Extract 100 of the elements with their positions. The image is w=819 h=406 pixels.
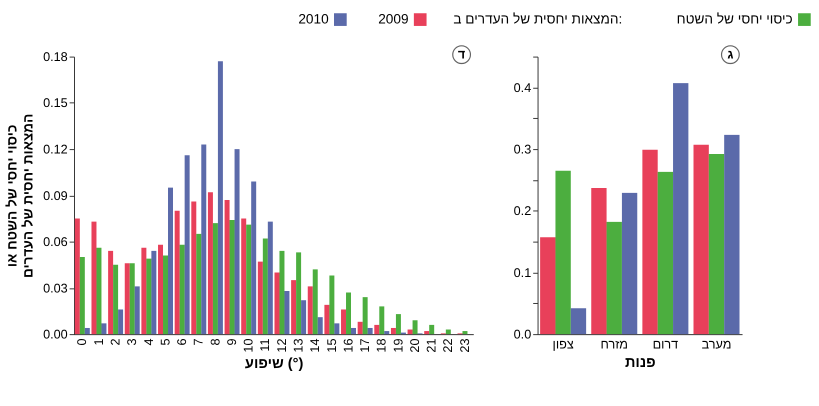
bar xyxy=(101,323,106,334)
x-tick-label: 1 xyxy=(92,338,106,346)
bar xyxy=(446,330,451,334)
bar xyxy=(246,224,252,334)
x-tick-label: 5 xyxy=(158,338,172,346)
bar xyxy=(251,181,256,334)
bar xyxy=(158,244,164,334)
y-tick-label: 0.3 xyxy=(514,142,532,156)
y-tick-label: 0.18 xyxy=(43,50,68,64)
bar xyxy=(291,280,296,334)
bar xyxy=(379,306,384,334)
x-axis-title: פנות xyxy=(624,354,656,371)
bar xyxy=(570,308,586,334)
x-tick-label: 13 xyxy=(292,338,306,353)
x-tick-label: 19 xyxy=(391,338,406,353)
bar xyxy=(208,192,213,334)
bar xyxy=(658,172,674,334)
x-tick-label: 10 xyxy=(242,338,256,353)
bar xyxy=(358,322,363,334)
bar xyxy=(80,257,85,334)
bar xyxy=(318,317,323,334)
bar xyxy=(334,323,340,334)
y-tick-label: 0.09 xyxy=(43,188,68,203)
bar xyxy=(540,237,556,334)
x-tick-label: 14 xyxy=(308,338,322,353)
bar xyxy=(84,328,90,334)
bar xyxy=(296,252,302,334)
bar xyxy=(622,192,638,334)
x-tick-label: 16 xyxy=(341,338,356,353)
bar xyxy=(390,328,396,334)
bar xyxy=(324,304,330,334)
bar xyxy=(284,290,290,334)
bar xyxy=(368,328,373,334)
x-tick-label: 8 xyxy=(208,338,222,346)
bar xyxy=(184,155,190,334)
x-tick-label: 9 xyxy=(224,338,239,346)
bar xyxy=(108,250,114,334)
bar xyxy=(312,269,318,334)
bar xyxy=(412,320,418,334)
bar xyxy=(201,144,206,334)
legend-label: 2010 xyxy=(298,11,330,26)
x-tick-label: צפון xyxy=(552,337,574,352)
bar xyxy=(308,286,313,334)
legend-title: המצאות יחסית של העדרים ב: xyxy=(453,11,622,26)
bar xyxy=(341,309,346,334)
chart-title: ד xyxy=(458,48,466,62)
y-tick-label: 0.06 xyxy=(43,235,68,250)
y-tick-label: 0.0 xyxy=(514,328,532,342)
x-tick-label: 3 xyxy=(125,338,140,346)
x-tick-label: 20 xyxy=(408,338,422,353)
bar xyxy=(96,248,102,334)
bar xyxy=(708,154,724,334)
bar xyxy=(230,220,235,334)
bar xyxy=(429,324,434,334)
bar xyxy=(279,250,284,334)
bar xyxy=(351,328,356,334)
bar xyxy=(346,292,352,334)
bar xyxy=(74,218,80,334)
x-tick-label: 18 xyxy=(374,338,389,353)
bar xyxy=(606,222,622,334)
bar xyxy=(329,276,334,334)
bar xyxy=(258,262,263,334)
bar xyxy=(268,222,273,334)
bar xyxy=(241,218,246,334)
x-tick-label: 11 xyxy=(258,338,272,352)
x-tick-label: 17 xyxy=(358,338,372,353)
bar xyxy=(168,188,173,334)
x-tick-label: 21 xyxy=(424,338,439,353)
bar xyxy=(130,263,135,334)
bar xyxy=(91,222,96,334)
bar xyxy=(146,258,152,334)
bar xyxy=(163,256,168,334)
legend-label: 2009 xyxy=(378,11,409,26)
bar xyxy=(396,314,401,334)
y-axis-title: כיסוי יחסי של השטח או המצאות יחסית של העדרים xyxy=(4,114,36,278)
bar xyxy=(141,248,146,334)
bar xyxy=(124,263,130,334)
chart-title: ג xyxy=(727,48,734,62)
bar xyxy=(693,144,709,334)
bar xyxy=(274,272,280,334)
bar xyxy=(151,250,156,334)
bar xyxy=(362,297,368,334)
bar xyxy=(196,234,202,334)
x-tick-label: 22 xyxy=(441,338,456,353)
bar xyxy=(224,200,230,334)
x-tick-label: 0 xyxy=(75,338,90,346)
bar xyxy=(262,238,268,334)
bar xyxy=(724,134,740,334)
bar xyxy=(212,223,218,334)
x-tick-label: 12 xyxy=(274,338,289,353)
bar xyxy=(555,170,571,334)
bar xyxy=(384,331,390,334)
bar xyxy=(301,300,306,334)
x-tick-label: 2 xyxy=(108,338,122,346)
y-tick-label: 0.12 xyxy=(43,142,68,156)
legend-label: כיסוי יחסי של השטח xyxy=(676,11,793,26)
bar xyxy=(118,309,124,334)
bar xyxy=(408,330,413,334)
bar xyxy=(191,202,196,334)
bar xyxy=(374,324,380,334)
